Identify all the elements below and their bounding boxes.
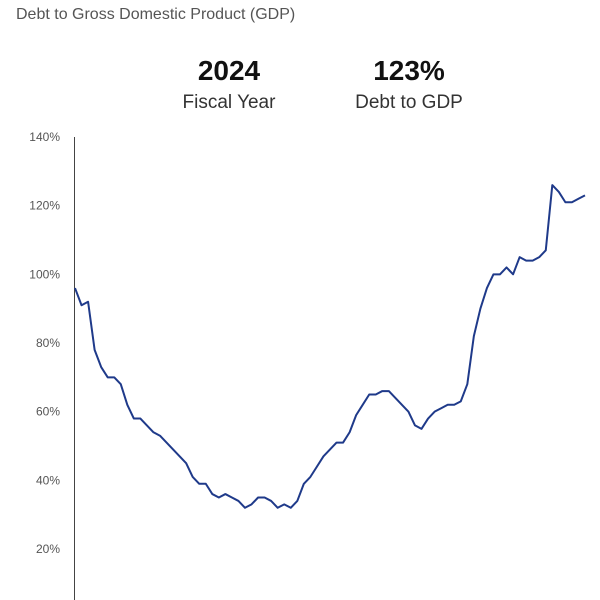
y-tick-label: 120% (29, 199, 60, 213)
fiscal-year-stat: 2024 Fiscal Year (168, 54, 290, 114)
y-tick-label: 140% (29, 130, 60, 144)
chart-title: Debt to Gross Domestic Product (GDP) (16, 6, 296, 23)
fiscal-year-label: Fiscal Year (182, 92, 276, 113)
y-tick-label: 40% (36, 473, 60, 487)
y-tick-label: 60% (36, 405, 60, 419)
debt-to-gdp-series-line (74, 184, 586, 509)
y-tick-label: 100% (29, 267, 60, 281)
y-tick-label: 80% (36, 336, 60, 350)
y-tick-label: 20% (36, 542, 60, 556)
debt-to-gdp-label: Debt to GDP (355, 92, 463, 113)
fiscal-year-value: 2024 (197, 55, 261, 86)
y-tick-labels: 20% 40% 60% 80% 100% 120% 140% (29, 130, 60, 556)
debt-to-gdp-value: 123% (373, 55, 445, 86)
debt-to-gdp-stat: 123% Debt to GDP (338, 54, 480, 114)
